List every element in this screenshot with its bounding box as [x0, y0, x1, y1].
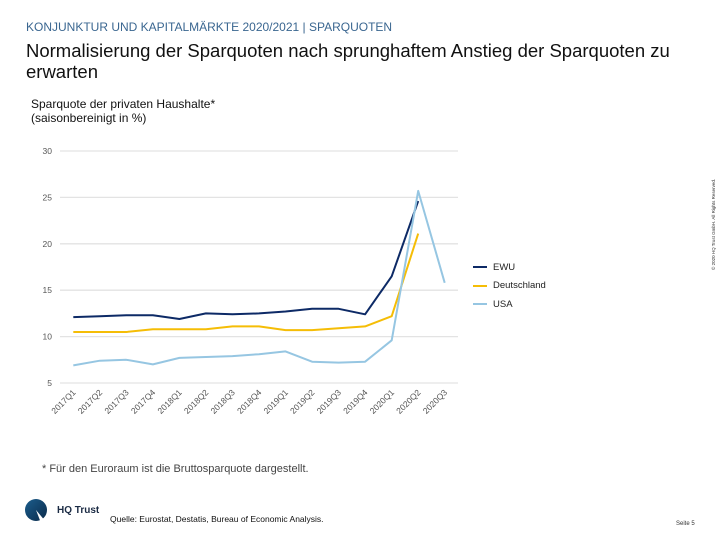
x-tick-label: 2018Q3 — [208, 387, 237, 416]
y-tick-label: 10 — [43, 332, 53, 342]
copyright: © 2020 HQ Trust GmbH. All Rights Reserve… — [711, 178, 716, 270]
page-number: Seite 5 — [676, 521, 695, 527]
y-tick-label: 25 — [43, 192, 53, 202]
y-tick-label: 15 — [43, 285, 53, 295]
series-line-deutschland — [73, 233, 420, 333]
x-tick-label: 2019Q1 — [261, 387, 290, 416]
series-line-usa — [73, 189, 446, 367]
legend-item-deutschland: Deutschland — [473, 277, 546, 296]
x-tick-label: 2020Q2 — [394, 387, 423, 416]
chart-title: Sparquote der privaten Haushalte* (saiso… — [31, 97, 215, 125]
y-tick-label: 5 — [47, 378, 52, 388]
legend-label: EWU — [493, 261, 516, 273]
section-kicker: KONJUNKTUR UND KAPITALMÄRKTE 2020/2021 |… — [26, 20, 393, 34]
x-tick-label: 2019Q3 — [315, 387, 344, 416]
legend-label: USA — [493, 298, 513, 310]
x-tick-label: 2018Q4 — [235, 387, 264, 416]
chart-title-line-1: Sparquote der privaten Haushalte* — [31, 97, 216, 111]
x-tick-label: 2018Q1 — [155, 387, 184, 416]
x-tick-label: 2017Q3 — [102, 387, 131, 416]
source-note: Quelle: Eurostat, Destatis, Bureau of Ec… — [110, 514, 324, 524]
x-tick-label: 2019Q4 — [341, 387, 370, 416]
x-tick-label: 2020Q1 — [368, 387, 397, 416]
x-tick-label: 2018Q2 — [182, 387, 211, 416]
legend-swatch — [473, 266, 487, 269]
x-tick-label: 2017Q4 — [129, 387, 158, 416]
legend-item-usa: USA — [473, 295, 546, 314]
legend-item-ewu: EWU — [473, 258, 546, 277]
x-tick-label: 2017Q1 — [49, 387, 78, 416]
legend-swatch — [473, 284, 487, 287]
logo-text: HQ Trust — [57, 505, 100, 516]
page-title: Normalisierung der Sparquoten nach sprun… — [26, 40, 670, 82]
y-tick-label: 20 — [43, 239, 53, 249]
footnote: * Für den Euroraum ist die Bruttosparquo… — [42, 463, 309, 475]
legend-swatch — [473, 303, 487, 306]
chart-title-line-2: (saisonbereinigt in %) — [31, 111, 147, 125]
series-line-ewu — [73, 200, 420, 320]
y-tick-label: 30 — [43, 146, 53, 156]
x-tick-label: 2020Q3 — [421, 387, 450, 416]
legend-label: Deutschland — [493, 280, 546, 292]
x-tick-label: 2019Q2 — [288, 387, 317, 416]
chart-legend: EWU Deutschland USA — [473, 258, 546, 314]
x-tick-label: 2017Q2 — [76, 387, 105, 416]
hq-trust-logo-icon — [25, 499, 47, 523]
